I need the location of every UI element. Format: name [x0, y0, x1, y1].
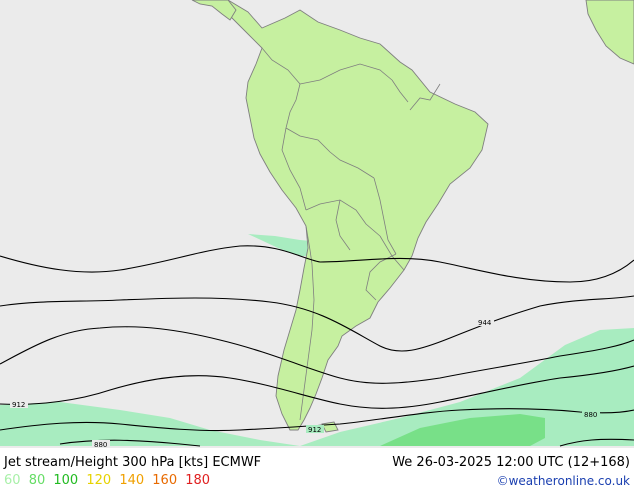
- legend-item-160: 160: [152, 473, 178, 488]
- credit-link[interactable]: ©weatheronline.co.uk: [496, 474, 630, 488]
- legend-item-180: 180: [185, 473, 211, 488]
- contour-line: [0, 245, 634, 283]
- contour-line: [0, 408, 634, 432]
- contour-label: 912: [308, 426, 321, 434]
- central-america-land: [191, 0, 237, 21]
- jet-80-band-east: [380, 414, 545, 446]
- legend-item-100: 100: [53, 473, 79, 488]
- valid-datetime: We 26-03-2025 12:00 UTC (12+168): [392, 455, 630, 470]
- legend-item-120: 120: [86, 473, 112, 488]
- contour-label: 912: [12, 401, 25, 409]
- wind-speed-legend: 60 80 100 120 140 160 180: [4, 473, 214, 488]
- contour-line: [559, 438, 634, 447]
- country-borders: [261, 47, 441, 421]
- legend-item-60: 60: [4, 473, 21, 488]
- height-contours: [0, 245, 634, 447]
- africa-land: [585, 0, 634, 65]
- jet-60-band-south: [0, 402, 300, 446]
- contour-label: 880: [584, 411, 597, 419]
- contour-labels: 944 912 912 880 880: [10, 318, 600, 448]
- south-america-land: [227, 0, 489, 431]
- contour-label: 944: [478, 319, 492, 327]
- jet-60-patch-central: [248, 234, 322, 256]
- legend-item-80: 80: [28, 473, 46, 488]
- legend-item-140: 140: [119, 473, 145, 488]
- contour-line: [0, 365, 634, 409]
- jet-60-patch-west: [28, 420, 45, 446]
- footer: [0, 448, 634, 490]
- contour-line: [0, 295, 634, 352]
- weather-map: 944 912 912 880 880: [0, 0, 634, 448]
- contour-line: [0, 326, 634, 384]
- map-title: Jet stream/Height 300 hPa [kts] ECMWF: [4, 455, 262, 470]
- contour-label: 880: [94, 441, 107, 448]
- contour-line: [59, 439, 201, 447]
